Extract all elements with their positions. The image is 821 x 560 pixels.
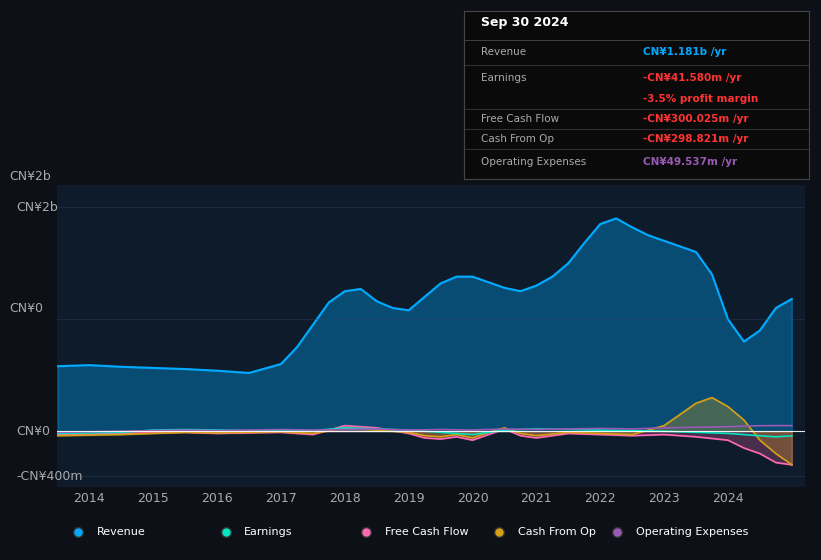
Text: Free Cash Flow: Free Cash Flow [481,114,559,124]
Text: -CN¥298.821m /yr: -CN¥298.821m /yr [643,134,749,144]
Text: CN¥2b: CN¥2b [16,200,58,214]
Text: CN¥2b: CN¥2b [9,170,51,183]
Text: CN¥0: CN¥0 [9,301,43,315]
Text: Earnings: Earnings [245,527,293,537]
Text: -3.5% profit margin: -3.5% profit margin [643,94,759,104]
Text: Cash From Op: Cash From Op [518,527,595,537]
Text: -CN¥41.580m /yr: -CN¥41.580m /yr [643,73,741,83]
Text: Sep 30 2024: Sep 30 2024 [481,16,569,30]
Text: Revenue: Revenue [481,46,526,57]
Text: -CN¥400m: -CN¥400m [16,469,83,483]
Text: CN¥49.537m /yr: CN¥49.537m /yr [643,157,737,167]
Text: CN¥0: CN¥0 [16,424,50,438]
Text: Operating Expenses: Operating Expenses [636,527,748,537]
Text: Operating Expenses: Operating Expenses [481,157,586,167]
Text: -CN¥300.025m /yr: -CN¥300.025m /yr [643,114,749,124]
Text: Earnings: Earnings [481,73,526,83]
Text: Cash From Op: Cash From Op [481,134,554,144]
Text: Revenue: Revenue [97,527,145,537]
Text: CN¥1.181b /yr: CN¥1.181b /yr [643,46,727,57]
Text: Free Cash Flow: Free Cash Flow [385,527,468,537]
